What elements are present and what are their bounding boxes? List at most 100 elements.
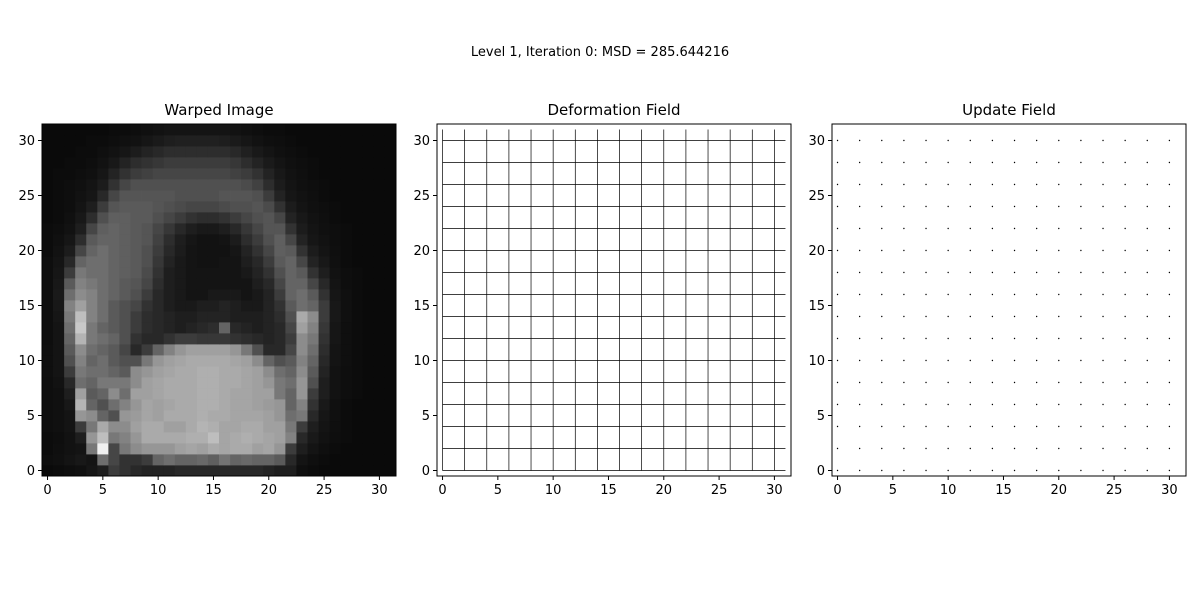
heatmap-cell xyxy=(185,179,198,191)
x-tick-label: 15 xyxy=(600,483,617,498)
heatmap-cell xyxy=(285,256,297,268)
heatmap-cell xyxy=(274,388,286,400)
heatmap-cell xyxy=(108,212,120,224)
heatmap-cell xyxy=(296,421,308,433)
heatmap-cell xyxy=(152,300,165,312)
heatmap-cell xyxy=(108,399,120,411)
heatmap-cell xyxy=(108,179,120,191)
heatmap-cell xyxy=(163,278,176,290)
heatmap-cell xyxy=(296,289,308,301)
heatmap-cell xyxy=(373,355,386,367)
heatmap-cell xyxy=(152,190,165,202)
update-field-point xyxy=(881,359,883,362)
heatmap-cell xyxy=(230,201,242,213)
heatmap-cell xyxy=(263,333,275,345)
heatmap-cell xyxy=(285,245,297,257)
heatmap-cell xyxy=(75,454,87,466)
x-tick-label: 0 xyxy=(43,483,51,498)
heatmap-cell xyxy=(274,366,286,378)
heatmap-cell xyxy=(97,135,109,147)
heatmap-cell xyxy=(252,289,264,301)
heatmap-cell xyxy=(152,454,165,466)
heatmap-cell xyxy=(97,267,109,279)
heatmap-cell xyxy=(219,300,231,312)
heatmap-cell xyxy=(152,399,165,411)
update-field-point xyxy=(1058,227,1060,230)
heatmap-cell xyxy=(263,377,275,389)
heatmap-cell xyxy=(130,212,142,224)
heatmap-cell xyxy=(174,377,187,389)
heatmap-cell xyxy=(119,421,131,433)
heatmap-cell xyxy=(307,465,319,477)
heatmap-cell xyxy=(207,421,220,433)
update-field-point xyxy=(1146,205,1148,208)
heatmap-cell xyxy=(207,399,220,411)
update-field-point xyxy=(1013,161,1016,164)
heatmap-cell xyxy=(329,454,342,466)
update-field-point xyxy=(1124,161,1126,164)
heatmap-cell xyxy=(384,421,397,433)
update-field-point xyxy=(1058,249,1060,252)
update-field-point xyxy=(1146,183,1148,186)
update-field-point xyxy=(858,139,861,142)
update-field-point xyxy=(925,447,927,450)
update-field-point xyxy=(991,139,994,142)
heatmap-cell xyxy=(174,399,187,411)
heatmap-cell xyxy=(119,157,131,169)
heatmap-cell xyxy=(196,245,209,257)
heatmap-cell xyxy=(274,179,286,191)
heatmap-cell xyxy=(296,465,308,477)
heatmap-cell xyxy=(108,322,120,334)
heatmap-cell xyxy=(53,366,65,378)
heatmap-cell xyxy=(64,278,76,290)
heatmap-cell xyxy=(241,344,253,356)
update-field-point xyxy=(1080,293,1082,296)
heatmap-cell xyxy=(329,146,342,158)
heatmap-cell xyxy=(373,465,386,477)
heatmap-cell xyxy=(307,322,319,334)
heatmap-cell xyxy=(119,388,131,400)
heatmap-cell xyxy=(174,245,187,257)
heatmap-cell xyxy=(296,300,308,312)
heatmap-cell xyxy=(119,300,131,312)
heatmap-cell xyxy=(207,190,220,202)
heatmap-cell xyxy=(75,289,87,301)
heatmap-cell xyxy=(196,124,209,136)
heatmap-cell xyxy=(318,135,331,147)
heatmap-cell xyxy=(340,278,353,290)
heatmap-cell xyxy=(141,344,154,356)
heatmap-cell xyxy=(97,212,109,224)
heatmap-cell xyxy=(373,245,386,257)
heatmap-cell xyxy=(296,135,308,147)
heatmap-cell xyxy=(373,168,386,180)
update-field-point xyxy=(858,381,861,384)
heatmap-cell xyxy=(53,454,65,466)
heatmap-cell xyxy=(86,300,98,312)
heatmap-cell xyxy=(329,322,342,334)
heatmap-cell xyxy=(185,300,198,312)
update-field-point xyxy=(991,227,994,230)
heatmap-cell xyxy=(285,421,297,433)
update-field-point xyxy=(947,425,949,428)
heatmap-cell xyxy=(163,333,176,345)
heatmap-cell xyxy=(252,300,264,312)
heatmap-cell xyxy=(373,333,386,345)
heatmap-cell xyxy=(329,168,342,180)
heatmap-cell xyxy=(185,432,198,444)
heatmap-cell xyxy=(108,333,120,345)
heatmap-cell xyxy=(141,388,154,400)
heatmap-cell xyxy=(241,168,253,180)
heatmap-cell xyxy=(285,454,297,466)
heatmap-cell xyxy=(318,465,331,477)
y-tick-label: 30 xyxy=(413,134,430,149)
heatmap-cell xyxy=(296,190,308,202)
heatmap-cell xyxy=(174,300,187,312)
heatmap-cell xyxy=(108,421,120,433)
heatmap-cell xyxy=(207,201,220,213)
x-tick-label: 0 xyxy=(438,483,446,498)
update-field-point xyxy=(1080,205,1082,208)
heatmap-cell xyxy=(351,322,364,334)
heatmap-cell xyxy=(53,355,65,367)
heatmap-cell xyxy=(130,366,142,378)
heatmap-cell xyxy=(152,322,165,334)
